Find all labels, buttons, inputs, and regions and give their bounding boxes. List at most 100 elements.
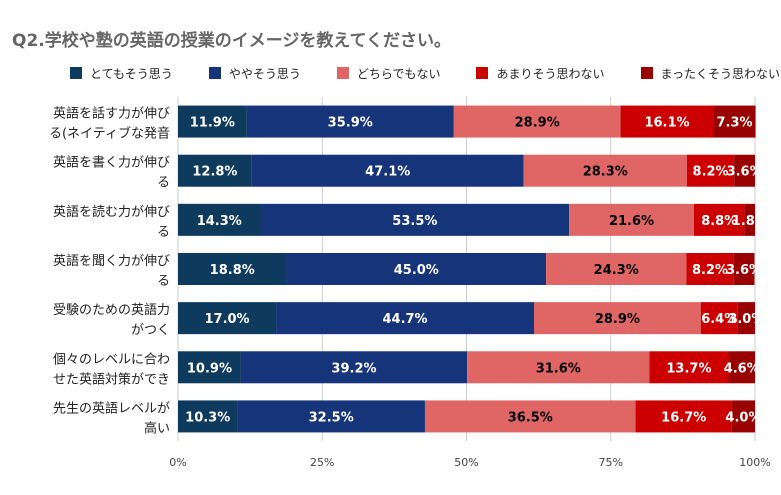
data-label: 1.8% bbox=[732, 214, 768, 229]
bar-segment bbox=[286, 253, 547, 285]
category-label: がつく bbox=[131, 323, 170, 338]
category-label: 英語を書く力が伸び bbox=[53, 155, 170, 171]
data-label: 44.7% bbox=[382, 312, 427, 327]
data-label: 32.5% bbox=[309, 410, 354, 425]
bar-segment bbox=[240, 351, 468, 384]
bar-segment bbox=[178, 400, 238, 433]
category-label: 先生の英語レベルが bbox=[53, 400, 170, 416]
x-tick-label: 0% bbox=[169, 456, 186, 469]
bar-segment bbox=[467, 351, 650, 384]
legend-label: あまりそう思わない bbox=[496, 66, 605, 81]
bar-segment bbox=[737, 302, 755, 335]
legend-swatch bbox=[208, 67, 221, 79]
bar-segment bbox=[733, 253, 755, 285]
data-label: 28.9% bbox=[515, 116, 560, 131]
data-label: 16.1% bbox=[644, 116, 689, 131]
data-label: 45.0% bbox=[394, 263, 439, 278]
category-label: 英語を聞く力が伸び bbox=[53, 253, 170, 269]
legend-label: とてもそう思う bbox=[90, 66, 173, 81]
bar-segment bbox=[178, 351, 241, 384]
x-tick-label: 25% bbox=[310, 456, 334, 469]
category-label: 個々のレベルに合わ bbox=[53, 352, 170, 367]
data-label: 7.3% bbox=[716, 116, 752, 131]
data-label: 21.6% bbox=[609, 214, 654, 229]
chart-title: Q2.学校や塾の英語の授業のイメージを教えてください。 bbox=[12, 31, 452, 51]
bar-segment bbox=[178, 203, 261, 236]
data-label: 18.8% bbox=[210, 263, 255, 278]
data-label: 24.3% bbox=[594, 263, 639, 278]
category-label: せた英語対策ができ bbox=[53, 371, 170, 387]
data-label: 53.5% bbox=[392, 214, 437, 229]
legend-label: まったくそう思わない bbox=[660, 66, 781, 81]
data-label: 3.6% bbox=[726, 263, 762, 278]
data-label: 8.8% bbox=[701, 214, 737, 229]
bar-segment bbox=[534, 302, 701, 335]
bar-segment bbox=[731, 400, 755, 433]
legend-label: ややそう思う bbox=[228, 66, 301, 81]
bar-segment bbox=[734, 154, 755, 187]
data-label: 3.6% bbox=[727, 165, 763, 180]
bar-segment bbox=[744, 203, 755, 236]
category-label: 英語を読む力が伸び bbox=[53, 204, 170, 220]
category-label: 受験のための英語力 bbox=[53, 302, 170, 318]
bar-segment bbox=[546, 253, 687, 285]
data-label: 8.2% bbox=[692, 263, 728, 278]
data-label: 47.1% bbox=[365, 165, 410, 180]
data-label: 4.0% bbox=[725, 410, 761, 425]
data-label: 14.3% bbox=[197, 214, 242, 229]
data-label: 39.2% bbox=[331, 361, 376, 376]
data-label: 13.7% bbox=[666, 361, 711, 376]
category-label: る(ネイティブな発音 bbox=[49, 126, 170, 142]
legend-swatch bbox=[476, 67, 489, 79]
bar-segment bbox=[246, 105, 454, 138]
category-label: る bbox=[157, 176, 170, 191]
bar-segment bbox=[635, 400, 732, 433]
legend-item: ややそう思う bbox=[208, 65, 301, 82]
data-label: 28.9% bbox=[595, 312, 640, 327]
bar-segment bbox=[686, 154, 735, 187]
legend-item: あまりそう思わない bbox=[476, 65, 605, 82]
legend-swatch bbox=[336, 67, 349, 79]
legend-label: どちらでもない bbox=[356, 66, 441, 81]
legend-item: まったくそう思わない bbox=[640, 65, 781, 82]
bar-segment bbox=[260, 203, 570, 236]
bar-segment bbox=[178, 253, 287, 285]
category-label: る bbox=[157, 225, 170, 240]
bar-segment bbox=[713, 105, 756, 138]
bar-segment bbox=[693, 203, 745, 236]
data-label: 31.6% bbox=[536, 361, 581, 376]
bar-segment bbox=[251, 154, 524, 187]
legend-item: どちらでもない bbox=[336, 65, 441, 82]
bar-segment bbox=[620, 105, 714, 138]
bar-segment bbox=[649, 351, 729, 384]
data-label: 11.9% bbox=[190, 116, 235, 131]
category-label: 高い bbox=[144, 420, 170, 436]
bar-segment bbox=[178, 302, 277, 335]
bar-segment bbox=[453, 105, 621, 138]
legend-item: とてもそう思う bbox=[70, 65, 173, 82]
bar-segment bbox=[569, 203, 694, 236]
bar-segment bbox=[276, 302, 535, 335]
data-label: 17.0% bbox=[204, 312, 249, 327]
data-label: 8.2% bbox=[693, 165, 729, 180]
data-label: 12.8% bbox=[192, 165, 237, 180]
bar-segment bbox=[178, 105, 247, 138]
category-label: 英語を話す力が伸び bbox=[53, 106, 170, 122]
data-label: 36.5% bbox=[508, 410, 553, 425]
legend-swatch bbox=[70, 67, 82, 79]
data-label: 6.4% bbox=[701, 312, 737, 327]
bar-segment bbox=[523, 154, 687, 187]
data-label: 3.0% bbox=[728, 312, 764, 327]
x-tick-label: 75% bbox=[599, 456, 623, 469]
data-label: 10.3% bbox=[185, 410, 230, 425]
data-label: 4.6% bbox=[724, 361, 760, 376]
bar-segment bbox=[700, 302, 738, 335]
legend-swatch bbox=[640, 67, 653, 79]
bar-segment bbox=[424, 400, 636, 433]
data-label: 10.9% bbox=[187, 361, 232, 376]
chart-legend: とてもそう思う ややそう思う どちらでもない あまりそう思わない まったくそう思わない bbox=[70, 64, 781, 82]
bar-segment bbox=[686, 253, 734, 285]
x-tick-label: 50% bbox=[454, 456, 478, 469]
bar-segment bbox=[237, 400, 425, 433]
